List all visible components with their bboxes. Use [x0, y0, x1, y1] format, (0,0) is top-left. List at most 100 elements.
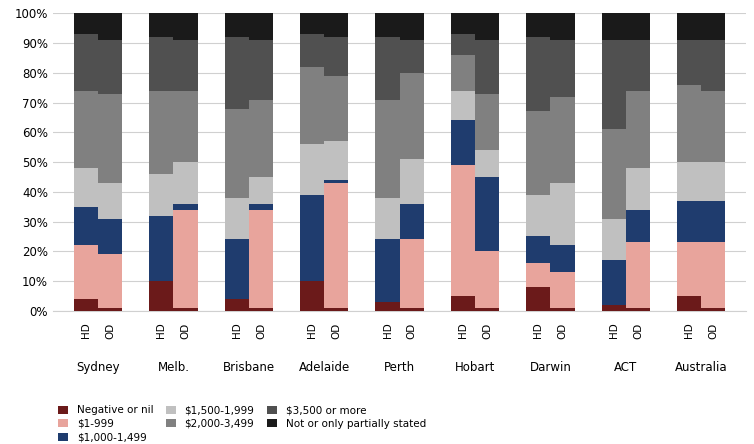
Bar — [701, 201, 725, 242]
Bar — [602, 305, 626, 311]
Bar — [149, 91, 173, 174]
Bar — [74, 206, 98, 246]
Bar — [400, 204, 424, 239]
Text: HD: HD — [81, 323, 91, 338]
Bar — [602, 13, 626, 40]
Bar — [526, 236, 550, 263]
Bar — [98, 94, 122, 183]
Bar — [225, 37, 249, 108]
Bar — [451, 296, 475, 311]
Bar — [526, 37, 550, 111]
Bar — [300, 13, 324, 34]
Text: Perth: Perth — [384, 361, 415, 374]
Text: Melb.: Melb. — [158, 361, 189, 374]
Text: HD: HD — [156, 323, 167, 338]
Bar — [451, 55, 475, 91]
Bar — [324, 13, 348, 37]
Bar — [249, 99, 273, 177]
Bar — [74, 13, 98, 34]
Text: Brisbane: Brisbane — [222, 361, 275, 374]
Bar — [400, 239, 424, 308]
Bar — [475, 177, 499, 251]
Bar — [701, 91, 725, 162]
Bar — [451, 34, 475, 55]
Bar — [602, 40, 626, 129]
Bar — [701, 13, 725, 40]
Bar — [324, 180, 348, 183]
Bar — [300, 67, 324, 144]
Text: HD: HD — [307, 323, 317, 338]
Bar — [324, 76, 348, 141]
Bar — [475, 94, 499, 150]
Text: OD: OD — [105, 323, 115, 339]
Bar — [225, 299, 249, 311]
Bar — [149, 174, 173, 216]
Bar — [173, 308, 198, 311]
Text: Australia: Australia — [675, 361, 728, 374]
Bar — [173, 13, 198, 40]
Text: Adelaide: Adelaide — [299, 361, 350, 374]
Bar — [324, 308, 348, 311]
Bar — [626, 40, 650, 91]
Bar — [225, 108, 249, 198]
Bar — [550, 40, 575, 97]
Bar — [451, 165, 475, 296]
Bar — [249, 210, 273, 308]
Bar — [626, 91, 650, 168]
Bar — [475, 40, 499, 94]
Bar — [98, 308, 122, 311]
Bar — [149, 37, 173, 91]
Bar — [98, 183, 122, 218]
Bar — [550, 183, 575, 246]
Text: HD: HD — [533, 323, 544, 338]
Bar — [98, 218, 122, 254]
Bar — [451, 91, 475, 120]
Bar — [701, 242, 725, 308]
Bar — [74, 299, 98, 311]
Bar — [225, 13, 249, 37]
Bar — [475, 251, 499, 308]
Bar — [677, 85, 701, 162]
Text: Hobart: Hobart — [455, 361, 495, 374]
Bar — [677, 13, 701, 40]
Text: ACT: ACT — [615, 361, 637, 374]
Bar — [550, 97, 575, 183]
Text: HD: HD — [458, 323, 468, 338]
Bar — [74, 168, 98, 207]
Bar — [249, 204, 273, 210]
Bar — [550, 272, 575, 308]
Bar — [526, 195, 550, 236]
Bar — [701, 162, 725, 201]
Bar — [400, 13, 424, 40]
Text: HD: HD — [608, 323, 619, 338]
Text: OD: OD — [256, 323, 266, 339]
Bar — [602, 218, 626, 260]
Text: HD: HD — [231, 323, 242, 338]
Text: HD: HD — [684, 323, 694, 338]
Bar — [375, 13, 400, 37]
Text: OD: OD — [331, 323, 342, 339]
Bar — [324, 37, 348, 76]
Bar — [249, 308, 273, 311]
Bar — [400, 308, 424, 311]
Bar — [74, 246, 98, 299]
Text: HD: HD — [382, 323, 393, 338]
Bar — [550, 13, 575, 40]
Bar — [375, 198, 400, 239]
Bar — [526, 287, 550, 311]
Bar — [602, 260, 626, 305]
Bar — [526, 263, 550, 287]
Bar — [173, 91, 198, 162]
Bar — [626, 13, 650, 40]
Bar — [173, 204, 198, 210]
Bar — [677, 201, 701, 242]
Bar — [677, 296, 701, 311]
Bar — [74, 91, 98, 168]
Bar — [677, 40, 701, 85]
Text: OD: OD — [557, 323, 568, 339]
Bar — [701, 308, 725, 311]
Bar — [375, 99, 400, 198]
Bar — [98, 254, 122, 308]
Bar — [626, 210, 650, 242]
Text: OD: OD — [633, 323, 643, 339]
